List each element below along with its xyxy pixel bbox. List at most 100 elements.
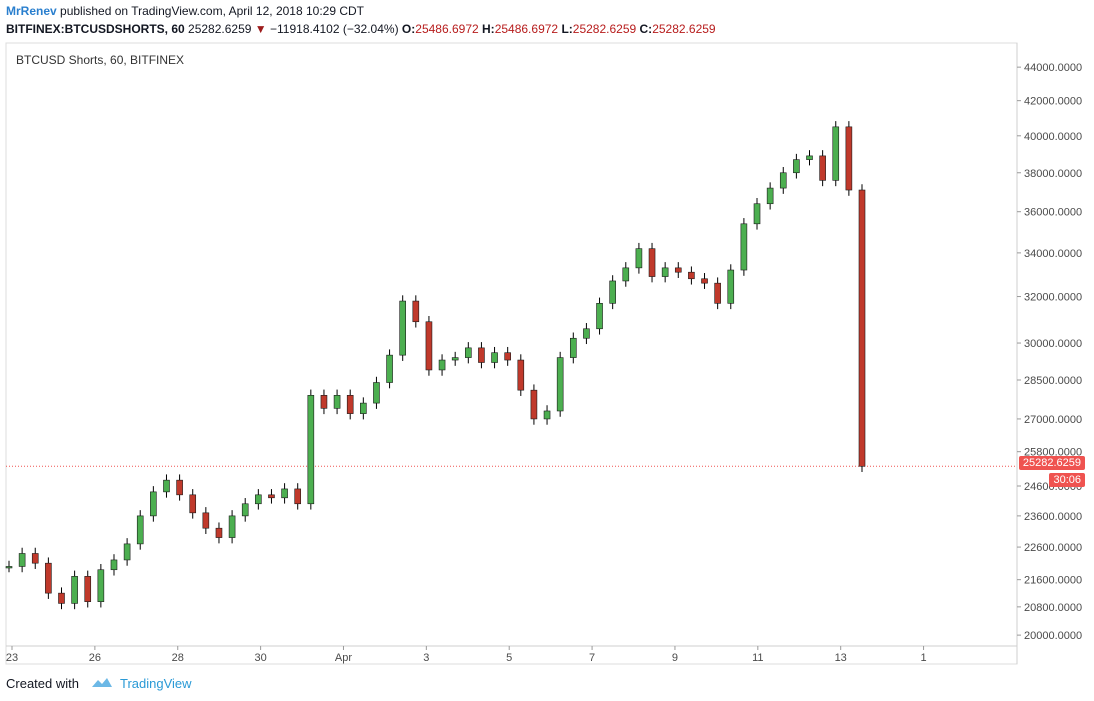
candle (71, 570, 78, 610)
plot-area (5, 42, 1018, 665)
candle (465, 342, 472, 364)
candle-up (399, 300, 406, 356)
candle (346, 389, 354, 420)
candle (373, 376, 380, 409)
candle (31, 547, 39, 569)
chart-legend: BTCUSD Shorts, 60, BITFINEX (16, 53, 185, 67)
candle-up (438, 359, 446, 371)
candle (255, 489, 262, 510)
candle (241, 498, 249, 522)
candle-up (18, 553, 26, 567)
x-tick-label: Apr (335, 652, 352, 664)
candle-up (583, 328, 590, 339)
candle-up (373, 382, 380, 404)
change-down-icon: ▼ (254, 22, 267, 36)
candle (320, 389, 328, 415)
y-tick-label: 36000.0000 (1024, 207, 1082, 219)
high-label: H: (482, 22, 495, 36)
candle-down (294, 488, 302, 505)
y-tick-label: 30000.0000 (1024, 338, 1082, 350)
candle (163, 474, 170, 498)
price-series (5, 121, 866, 610)
open-label: O: (401, 22, 416, 36)
candle (5, 560, 13, 573)
candle-down (858, 189, 866, 467)
candle (189, 489, 197, 519)
candle (766, 182, 774, 210)
y-tick-label: 42000.0000 (1024, 96, 1082, 108)
tradingview-link[interactable]: TradingView (120, 676, 192, 691)
candle (412, 295, 420, 328)
candle (740, 218, 748, 276)
candle-up (110, 559, 118, 571)
ohlc-header: BITFINEX:BTCUSDSHORTS, 60 25282.6259 ▼ −… (6, 22, 716, 36)
low-label: L: (561, 22, 573, 36)
candle (294, 483, 302, 510)
y-tick-label: 22600.0000 (1024, 542, 1082, 554)
candle-up (609, 280, 616, 304)
candle-up (163, 479, 170, 493)
candle (451, 351, 459, 366)
candle-down (320, 395, 328, 409)
countdown-badge: 30:06 (1049, 473, 1085, 487)
candle-up (386, 354, 393, 383)
candle (714, 277, 721, 310)
x-tick-label: 23 (6, 652, 18, 664)
candle (543, 405, 551, 425)
candle (150, 486, 157, 522)
candle-up (779, 172, 787, 189)
candle (360, 397, 367, 420)
candle (176, 474, 183, 501)
candle-down (346, 395, 354, 414)
y-tick-label: 32000.0000 (1024, 292, 1082, 304)
candle (438, 354, 446, 376)
candle (609, 275, 616, 310)
candle-up (241, 503, 249, 517)
candle (333, 389, 341, 415)
y-tick-label: 21600.0000 (1024, 575, 1082, 587)
open-value: 25486.6972 (415, 22, 479, 36)
y-tick-label: 25800.0000 (1024, 447, 1082, 459)
candle-up (753, 203, 761, 225)
candle (530, 384, 538, 425)
y-tick-label: 38000.0000 (1024, 168, 1082, 180)
y-tick-label: 20800.0000 (1024, 602, 1082, 614)
candle-up (543, 410, 551, 420)
y-tick-label: 40000.0000 (1024, 131, 1082, 143)
candle (648, 242, 656, 283)
y-tick-label: 27000.0000 (1024, 414, 1082, 426)
author-link[interactable]: MrRenev (6, 4, 57, 18)
candle-down (504, 352, 511, 361)
candle-up (806, 155, 813, 160)
candle (268, 489, 275, 504)
symbol-label: BITFINEX:BTCUSDSHORTS, 60 (6, 22, 185, 36)
candle (596, 297, 603, 335)
candle-up (97, 569, 105, 602)
candle (123, 538, 131, 566)
candle-down (648, 248, 656, 277)
candle-up (71, 576, 78, 604)
created-with-label: Created with (6, 676, 79, 691)
y-tick-label: 44000.0000 (1024, 62, 1082, 74)
x-tick-label: 13 (835, 652, 847, 664)
footer: Created with TradingView (6, 676, 192, 692)
x-tick-label: 11 (752, 652, 763, 664)
candle (832, 121, 840, 187)
candle (281, 483, 288, 504)
candle-down (268, 494, 275, 499)
candle (583, 323, 590, 345)
publish-header: MrRenev published on TradingView.com, Ap… (6, 4, 364, 18)
candle (491, 346, 498, 369)
candle (701, 273, 708, 289)
candle (688, 266, 695, 285)
candle-down (58, 592, 65, 604)
candle (517, 354, 525, 396)
tradingview-logo-icon[interactable] (91, 677, 113, 692)
x-tick-label: 9 (672, 652, 678, 664)
candle-down (478, 347, 485, 363)
candle (753, 198, 761, 230)
candle (97, 563, 105, 608)
candle (504, 346, 511, 366)
candle (845, 121, 853, 196)
